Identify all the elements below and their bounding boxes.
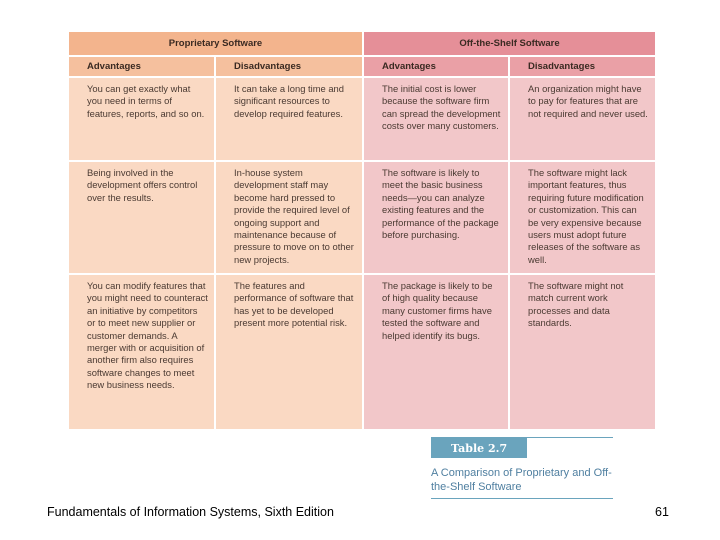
table-cell: The initial cost is lower because the so…: [364, 78, 508, 160]
table-cell: An organization might have to pay for fe…: [510, 78, 655, 160]
footer-page-number: 61: [655, 505, 669, 519]
table-number-label: Table 2.7: [431, 438, 527, 458]
col-header-ots-advantages: Advantages: [364, 57, 508, 76]
table-cell: In-house system development staff may be…: [216, 162, 362, 273]
table-cell: The software might not match current wor…: [510, 275, 655, 429]
table-cell: The package is likely to be of high qual…: [364, 275, 508, 429]
table-cell: Being involved in the development offers…: [69, 162, 214, 273]
table-cell: You can get exactly what you need in ter…: [69, 78, 214, 160]
caption-divider: [431, 498, 613, 499]
table-caption: Table 2.7 A Comparison of Proprietary an…: [431, 437, 613, 499]
table-cell: It can take a long time and significant …: [216, 78, 362, 160]
col-header-ots-disadvantages: Disadvantages: [510, 57, 655, 76]
group-header-off-the-shelf: Off-the-Shelf Software: [364, 32, 655, 55]
col-header-proprietary-disadvantages: Disadvantages: [216, 57, 362, 76]
table-cell: You can modify features that you might n…: [69, 275, 214, 429]
group-header-proprietary: Proprietary Software: [69, 32, 362, 55]
col-header-proprietary-advantages: Advantages: [69, 57, 214, 76]
caption-divider: [431, 437, 613, 438]
footer-book-title: Fundamentals of Information Systems, Six…: [47, 505, 334, 519]
table-cell: The software is likely to meet the basic…: [364, 162, 508, 273]
table-title: A Comparison of Proprietary and Off-the-…: [431, 467, 612, 493]
table-cell: The features and performance of software…: [216, 275, 362, 429]
comparison-table: Proprietary Software Off-the-Shelf Softw…: [69, 32, 655, 429]
table-cell: The software might lack important featur…: [510, 162, 655, 273]
